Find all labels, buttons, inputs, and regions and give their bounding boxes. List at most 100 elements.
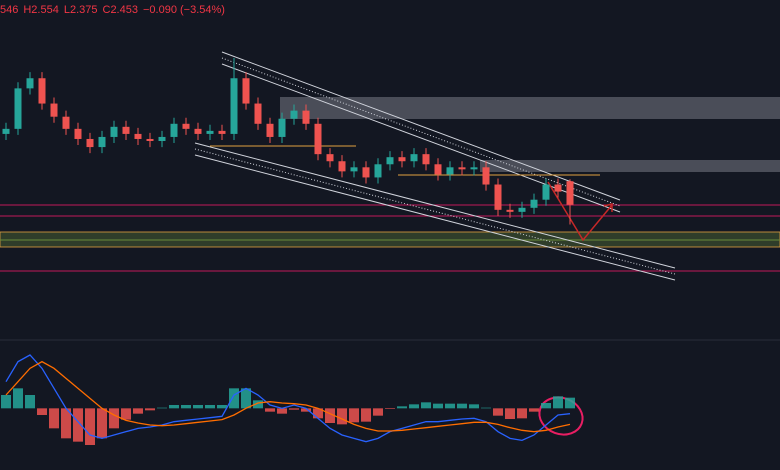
histogram-bar: [361, 408, 371, 422]
candle-body: [170, 123, 178, 137]
header-item: H2.554: [23, 4, 59, 16]
arrow-head: [603, 203, 613, 212]
histogram-bar: [325, 408, 335, 423]
histogram-bar: [301, 408, 311, 412]
histogram-bar: [217, 405, 227, 409]
histogram-bar: [289, 408, 299, 410]
candle-body: [482, 167, 490, 185]
histogram-bar: [37, 408, 47, 415]
histogram-bar: [109, 408, 119, 429]
candle-body: [518, 207, 526, 212]
histogram-bar: [157, 407, 167, 409]
candle-body: [326, 154, 334, 162]
candle-body: [314, 123, 322, 155]
histogram-bar: [553, 396, 563, 409]
histogram-bar: [61, 408, 71, 439]
header-item: 546: [0, 4, 19, 16]
candle-body: [86, 138, 94, 148]
histogram-bar: [169, 405, 179, 409]
candle-body: [302, 110, 310, 124]
candle-body: [14, 88, 22, 129]
histogram-bar: [541, 403, 551, 409]
histogram-bar: [505, 408, 515, 419]
histogram-bar: [457, 403, 467, 409]
candle-body: [290, 110, 298, 119]
histogram-bar: [517, 408, 527, 419]
candle-body: [266, 123, 274, 137]
resistance-zone: [480, 160, 780, 172]
header-item: −0.090 (−3.54%): [142, 4, 225, 16]
candle-body: [2, 128, 10, 134]
candle-body: [350, 167, 358, 172]
candle-body: [338, 161, 346, 172]
candle-body: [26, 78, 34, 89]
candle-body: [182, 123, 190, 129]
candle-body: [254, 103, 262, 124]
histogram-bar: [481, 407, 491, 409]
candle-body: [506, 209, 514, 212]
macd-line: [5, 354, 571, 443]
signal-line: [5, 360, 571, 433]
candle-body: [194, 128, 202, 134]
histogram-bar: [277, 408, 287, 414]
channel-line: [221, 63, 621, 213]
histogram-bar: [421, 402, 431, 409]
candle-body: [446, 167, 454, 175]
channel-line: [194, 154, 676, 281]
candle-body: [554, 184, 562, 192]
histogram-bar: [529, 408, 539, 412]
candle-body: [158, 136, 166, 141]
histogram-bar: [373, 408, 383, 416]
candle-body: [278, 118, 286, 137]
candle-body: [434, 164, 442, 175]
histogram-bar: [397, 406, 407, 409]
candle-body: [122, 126, 130, 134]
candle-body: [542, 184, 550, 200]
histogram-bar: [181, 405, 191, 409]
histogram-bar: [205, 405, 215, 409]
histogram-bar: [85, 408, 95, 445]
candle-body: [410, 154, 418, 162]
histogram-bar: [385, 408, 395, 409]
histogram-bar: [25, 395, 35, 409]
candle-body: [62, 116, 70, 129]
candle-body: [386, 157, 394, 165]
header-item: L2.375: [63, 4, 98, 16]
candle-body: [98, 136, 106, 148]
candle-body: [470, 167, 478, 170]
histogram-bar: [97, 408, 107, 439]
candle-body: [362, 167, 370, 178]
resistance-zone: [280, 97, 780, 119]
projection-arrow: [547, 181, 613, 242]
candle-body: [422, 154, 430, 165]
candle-body: [146, 138, 154, 141]
histogram-bar: [133, 408, 143, 414]
candle-body: [398, 157, 406, 162]
histogram-bar: [493, 408, 503, 416]
candle-body: [566, 181, 574, 205]
ohlc-header: 546 H2.554 L2.375 C2.453 −0.090 (−3.54%): [0, 4, 230, 16]
histogram-bar: [13, 388, 23, 409]
channel-line: [194, 142, 676, 269]
histogram-bar: [73, 408, 83, 442]
candle-body: [458, 167, 466, 170]
histogram-bar: [313, 408, 323, 419]
candle-body: [38, 78, 46, 104]
histogram-bar: [469, 404, 479, 409]
histogram-bar: [433, 403, 443, 409]
candle-body: [110, 126, 118, 137]
histogram-bar: [49, 408, 59, 429]
candle-body: [242, 78, 250, 104]
candle-body: [50, 103, 58, 117]
histogram-bar: [337, 408, 347, 425]
candle-body: [530, 199, 538, 208]
candle-body: [74, 128, 82, 139]
histogram-bar: [229, 388, 239, 409]
histogram-bar: [409, 404, 419, 409]
candle-body: [494, 184, 502, 210]
histogram-bar: [265, 408, 275, 412]
histogram-bar: [193, 405, 203, 409]
histogram-bar: [565, 397, 575, 409]
